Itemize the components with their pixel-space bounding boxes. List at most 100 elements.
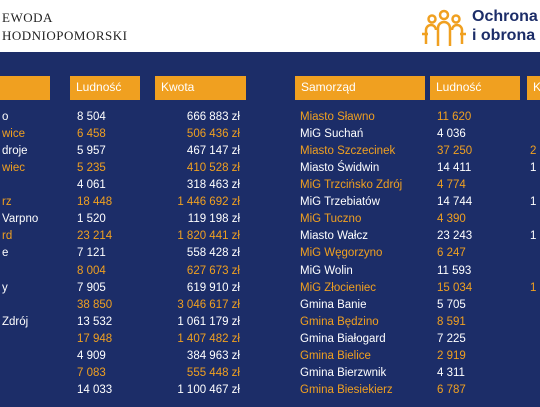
table-cell: 5 957: [77, 145, 106, 158]
table-cell: Gmina Bielice: [300, 349, 371, 362]
table-cell: 6 458: [77, 128, 106, 141]
table-cell: 4 390: [437, 213, 466, 226]
table-cell: 1 520: [77, 213, 106, 226]
header-cell: [295, 76, 425, 100]
table-cell: 5 235: [77, 162, 106, 175]
table-cell: 17 948: [77, 332, 113, 345]
table-cell: MiG Trzebiatów: [300, 196, 380, 209]
table-cell: 7 121: [77, 247, 106, 260]
table-cell: 1 407 482 zł: [177, 332, 240, 345]
header-cell: [527, 76, 540, 100]
table-cell: wiec: [2, 162, 26, 175]
table-cell: 37 250: [437, 145, 473, 158]
table-cell: Miasto Świdwin: [300, 162, 380, 175]
column-header: Kw: [533, 80, 540, 94]
org-name: HODNIOPOMORSKI: [2, 28, 128, 43]
table-cell: o: [2, 111, 9, 123]
table-cell: rz: [2, 196, 12, 209]
table-cell: 6 787: [437, 383, 466, 396]
table-cell: 23 214: [77, 230, 113, 243]
table-cell: 18 448: [77, 196, 113, 209]
column-header: Ludność: [436, 80, 482, 94]
header-cell: [155, 76, 246, 100]
table-cell: 506 436 zł: [186, 128, 240, 141]
column-header: Samorząd: [301, 80, 356, 94]
logo-icon: [422, 9, 466, 46]
table-cell: 4 311: [437, 366, 465, 379]
table-cell: droje: [2, 145, 28, 158]
table-cell: 1: [530, 281, 537, 294]
table-cell: 8 591: [437, 315, 466, 328]
table-cell: Gmina Biesiekierz: [300, 383, 393, 396]
table-cell: 1: [530, 230, 537, 243]
table-cell: Zdrój: [2, 315, 29, 328]
table-cell: 410 528 zł: [186, 162, 240, 175]
column-header: Ludność: [76, 80, 122, 94]
table-cell: MiG Wolin: [300, 264, 353, 277]
table-cell: 4 909: [77, 349, 106, 362]
table-cell: 7 905: [77, 281, 106, 294]
table-cell: wice: [2, 128, 26, 141]
table-cell: 1 446 692 zł: [177, 196, 240, 209]
table-cell: 4 774: [437, 179, 466, 192]
table-cell: MiG Złocieniec: [300, 281, 377, 294]
table-cell: 8 004: [77, 264, 106, 277]
column-header: Kwota: [161, 80, 195, 94]
table-cell: e: [2, 247, 9, 260]
table-cell: 666 883 zł: [186, 111, 240, 123]
table-cell: 14 033: [77, 383, 113, 396]
table-cell: 627 673 zł: [186, 264, 240, 277]
table-cell: 14 744: [437, 196, 473, 209]
table-cell: Gmina Białogard: [300, 332, 386, 345]
table-cell: 1 820 441 zł: [177, 230, 240, 243]
table-cell: 555 448 zł: [186, 366, 240, 379]
table-cell: 11 620: [437, 111, 472, 123]
table-cell: MiG Suchań: [300, 128, 364, 141]
table-cell: Gmina Będzino: [300, 315, 379, 328]
table-cell: 619 910 zł: [186, 281, 240, 294]
table-cell: 1: [530, 196, 537, 209]
table-cell: 4 061: [77, 179, 106, 192]
table-cell: 6 247: [437, 247, 466, 260]
table-cell: 384 963 zł: [186, 349, 240, 362]
table-cell: Gmina Bierzwnik: [300, 366, 387, 379]
table-cell: 119 198 zł: [187, 213, 240, 226]
table-cell: 1 061 179 zł: [177, 315, 240, 328]
table-cell: 8 504: [77, 111, 106, 123]
logo-text: i obrona c: [472, 27, 540, 44]
table-cell: 3 046 617 zł: [177, 298, 240, 311]
org-name: EWODA: [2, 10, 53, 25]
table-cell: 13 532: [77, 315, 113, 328]
table-cell: Miasto Sławno: [300, 111, 375, 123]
table-cell: 38 850: [77, 298, 113, 311]
table-cell: MiG Węgorzyno: [300, 247, 383, 260]
table-cell: 5 705: [437, 298, 466, 311]
content-background: [0, 52, 540, 407]
table-cell: MiG Tuczno: [300, 213, 362, 226]
table-cell: 318 463 zł: [186, 179, 240, 192]
table-cell: 467 147 zł: [186, 145, 240, 158]
logo-text: Ochrona: [472, 8, 538, 25]
table-cell: 23 243: [437, 230, 473, 243]
table-cell: 2: [530, 145, 537, 158]
table-cell: 7 225: [437, 332, 466, 345]
table-cell: Varpno: [2, 213, 39, 226]
table-cell: 558 428 zł: [186, 247, 240, 260]
table-cell: 11 593: [437, 264, 472, 277]
table-cell: 15 034: [437, 281, 473, 294]
table-cell: Gmina Banie: [300, 298, 367, 311]
table-cell: 7 083: [77, 366, 106, 379]
table-cell: y: [2, 281, 8, 294]
header-cell: [70, 76, 140, 100]
header-cell: [0, 76, 50, 100]
header-cell: [430, 76, 520, 100]
table-cell: rd: [2, 230, 13, 243]
table-cell: 14 411: [437, 162, 472, 175]
table-cell: 1: [530, 162, 537, 175]
table-cell: MiG Trzcińsko Zdrój: [300, 179, 403, 192]
table-cell: 1 100 467 zł: [177, 383, 240, 396]
table-cell: Miasto Wałcz: [300, 230, 368, 243]
table-cell: Miasto Szczecinek: [300, 145, 396, 158]
